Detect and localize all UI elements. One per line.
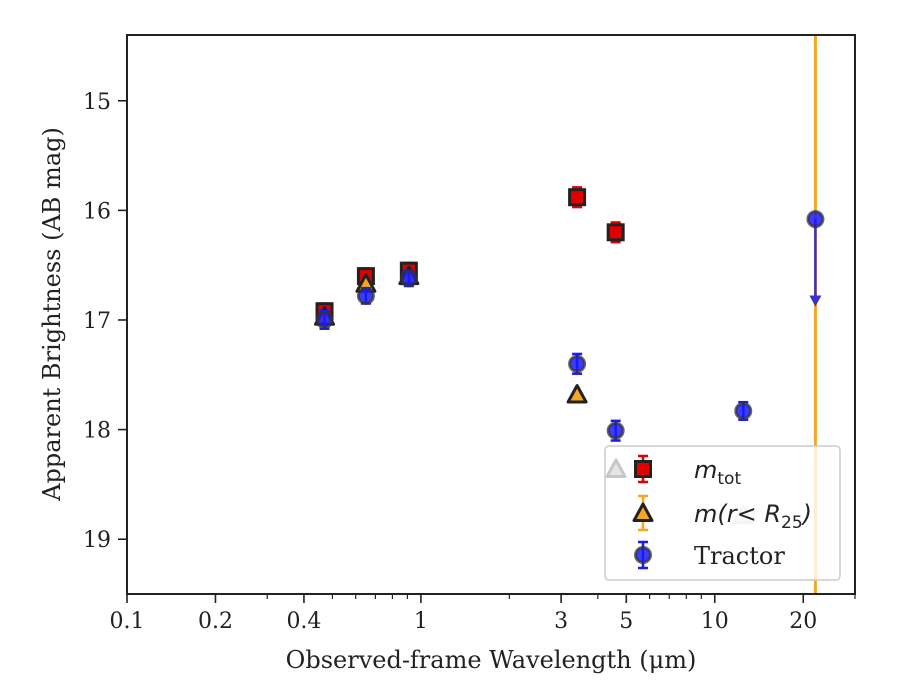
data-point	[568, 352, 587, 375]
x-tick-label: 0.4	[286, 609, 321, 634]
y-axis: 15 16 17 18 19	[83, 90, 127, 553]
y-tick-label: 17	[83, 309, 111, 334]
circle-marker	[315, 310, 334, 329]
circle-marker	[734, 401, 753, 420]
data-point	[606, 221, 625, 244]
plot-frame	[126, 34, 856, 595]
x-tick-label: 0.1	[110, 609, 145, 634]
upper-limit-arrow	[809, 295, 822, 307]
triangle-marker	[566, 384, 588, 404]
y-tick-label: 16	[83, 199, 111, 224]
x-tick-label: 10	[701, 609, 729, 634]
data-point	[806, 210, 825, 307]
data-point	[568, 186, 587, 209]
circle-marker	[356, 286, 375, 305]
data-point	[566, 384, 588, 404]
circle-marker	[634, 546, 652, 564]
square-marker	[634, 460, 652, 478]
x-axis-title: Observed-frame Wavelength (μm)	[286, 646, 697, 674]
data-point	[356, 286, 375, 305]
legend-entry: Tractor	[634, 540, 785, 570]
x-tick-label: 3	[554, 609, 568, 634]
square-marker	[606, 223, 625, 242]
data-point	[399, 269, 418, 288]
triangle-marker	[605, 458, 627, 478]
y-tick-label: 19	[83, 528, 111, 553]
data-point	[315, 309, 334, 330]
data-point	[606, 419, 625, 442]
circle-marker	[399, 269, 418, 288]
circle-marker	[568, 354, 587, 373]
plot-area	[314, 35, 825, 594]
circle-marker	[806, 210, 825, 229]
legend-label: Tractor	[694, 542, 785, 570]
series-circle	[315, 210, 825, 442]
plot-content	[314, 35, 825, 594]
x-tick-label: 1	[414, 609, 428, 634]
x-axis: 0.1 0.2 0.4 1 3 5 10 20	[110, 594, 856, 634]
data-point	[734, 400, 753, 421]
x-tick-label: 0.2	[198, 609, 233, 634]
square-marker	[568, 188, 587, 207]
x-tick-label: 20	[789, 609, 817, 634]
y-tick-label: 15	[83, 90, 111, 115]
x-tick-label: 5	[619, 609, 633, 634]
triangle-marker	[632, 502, 654, 522]
legend-box	[604, 445, 841, 581]
circle-marker	[606, 421, 625, 440]
y-tick-label: 18	[83, 419, 111, 444]
y-axis-title: Apparent Brightness (AB mag)	[38, 127, 66, 502]
legend-entry: m(r< R25)	[632, 494, 812, 533]
